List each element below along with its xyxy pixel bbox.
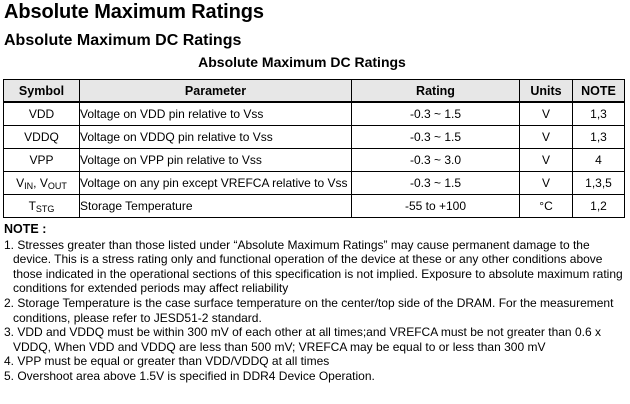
table-row: TSTG Storage Temperature -55 to +100 °C … — [3, 194, 625, 218]
units-cell: V — [519, 101, 573, 126]
table-caption-text: Absolute Maximum DC Ratings — [198, 54, 406, 70]
rating-cell: -0.3 ~ 1.5 — [351, 101, 520, 126]
units-cell: V — [519, 171, 573, 195]
rating-cell: -0.3 ~ 3.0 — [351, 148, 520, 172]
units-cell: °C — [519, 194, 573, 218]
symbol-cell: VDDQ — [3, 125, 80, 149]
page-title: Absolute Maximum Ratings — [4, 1, 264, 23]
parameter-cell: Voltage on any pin except VREFCA relativ… — [79, 171, 352, 195]
note-cell: 1,3 — [572, 125, 625, 149]
header-units: Units — [519, 79, 573, 103]
note-item: 5. Overshoot area above 1.5V is specifie… — [4, 368, 375, 383]
note-cell: 1,2 — [572, 194, 625, 218]
table-row: VIN, VOUT Voltage on any pin except VREF… — [3, 171, 625, 195]
note-cell: 4 — [572, 148, 625, 172]
table-header-row: Symbol Parameter Rating Units NOTE — [3, 79, 625, 103]
ratings-table: Symbol Parameter Rating Units NOTE VDD V… — [3, 79, 625, 218]
header-note: NOTE — [572, 79, 625, 103]
parameter-cell: Voltage on VDD pin relative to Vss — [79, 101, 352, 126]
note-cell: 1,3,5 — [572, 171, 625, 195]
notes-title: NOTE : — [4, 222, 47, 236]
header-rating: Rating — [351, 79, 520, 103]
note-item: 2. Storage Temperature is the case surfa… — [4, 295, 614, 325]
units-cell: V — [519, 125, 573, 149]
notes-section: NOTE : 1. Stresses greater than those li… — [4, 222, 626, 384]
note-item: 4. VPP must be equal or greater than VDD… — [4, 354, 330, 369]
note-item: 1. Stresses greater than those listed un… — [4, 237, 623, 296]
symbol-cell: VDD — [3, 101, 80, 126]
symbol-cell: VIN, VOUT — [3, 171, 80, 195]
table-caption: Absolute Maximum DC Ratings — [0, 53, 630, 71]
rating-cell: -55 to +100 — [351, 194, 520, 218]
symbol-cell: VPP — [3, 148, 80, 172]
rating-cell: -0.3 ~ 1.5 — [351, 125, 520, 149]
table-row: VPP Voltage on VPP pin relative to Vss -… — [3, 148, 625, 172]
table-row: VDD Voltage on VDD pin relative to Vss -… — [3, 101, 625, 126]
note-item: 3. VDD and VDDQ must be within 300 mV of… — [4, 325, 601, 354]
note-cell: 1,3 — [572, 101, 625, 126]
section-title: Absolute Maximum DC Ratings — [4, 32, 242, 49]
units-cell: V — [519, 148, 573, 172]
header-parameter: Parameter — [79, 79, 352, 103]
table-row: VDDQ Voltage on VDDQ pin relative to Vss… — [3, 125, 625, 149]
header-symbol: Symbol — [3, 79, 80, 103]
rating-cell: -0.3 ~ 1.5 — [351, 171, 520, 195]
parameter-cell: Storage Temperature — [79, 194, 352, 218]
parameter-cell: Voltage on VDDQ pin relative to Vss — [79, 125, 352, 149]
symbol-cell: TSTG — [3, 194, 80, 218]
parameter-cell: Voltage on VPP pin relative to Vss — [79, 148, 352, 172]
